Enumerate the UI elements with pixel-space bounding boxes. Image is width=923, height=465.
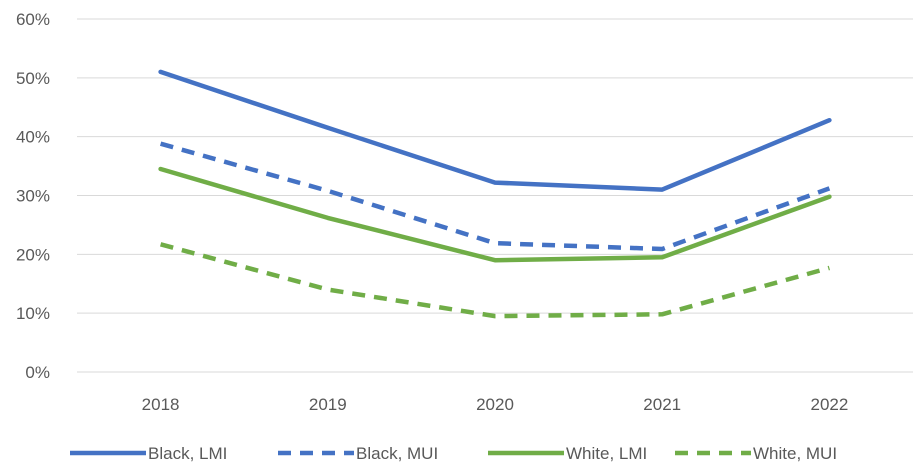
series-line-0 xyxy=(158,69,832,192)
gridlines xyxy=(77,18,913,373)
legend: Black, LMI Black, MUI White, LMI White, MUI xyxy=(70,444,837,463)
y-tick-label: 30% xyxy=(16,187,50,206)
y-tick-label: 0% xyxy=(25,363,50,382)
x-axis-ticks: 2018 2019 2020 2021 2022 xyxy=(142,395,849,414)
y-tick-label: 50% xyxy=(16,69,50,88)
y-tick-label: 10% xyxy=(16,304,50,323)
series-lines xyxy=(158,69,832,319)
series-line-3 xyxy=(160,242,831,319)
legend-label: White, LMI xyxy=(566,444,647,463)
series-line-2 xyxy=(158,166,832,263)
series-line-1 xyxy=(159,141,831,252)
legend-label: White, MUI xyxy=(753,444,837,463)
y-axis-ticks: 0% 10% 20% 30% 40% 50% 60% xyxy=(16,10,50,382)
legend-label: Black, LMI xyxy=(148,444,227,463)
y-tick-label: 20% xyxy=(16,245,50,264)
x-tick-label: 2019 xyxy=(309,395,347,414)
y-tick-label: 40% xyxy=(16,128,50,147)
x-tick-label: 2020 xyxy=(476,395,514,414)
x-tick-label: 2021 xyxy=(643,395,681,414)
legend-label: Black, MUI xyxy=(356,444,438,463)
x-tick-label: 2022 xyxy=(810,395,848,414)
y-tick-label: 60% xyxy=(16,10,50,29)
x-tick-label: 2018 xyxy=(142,395,180,414)
